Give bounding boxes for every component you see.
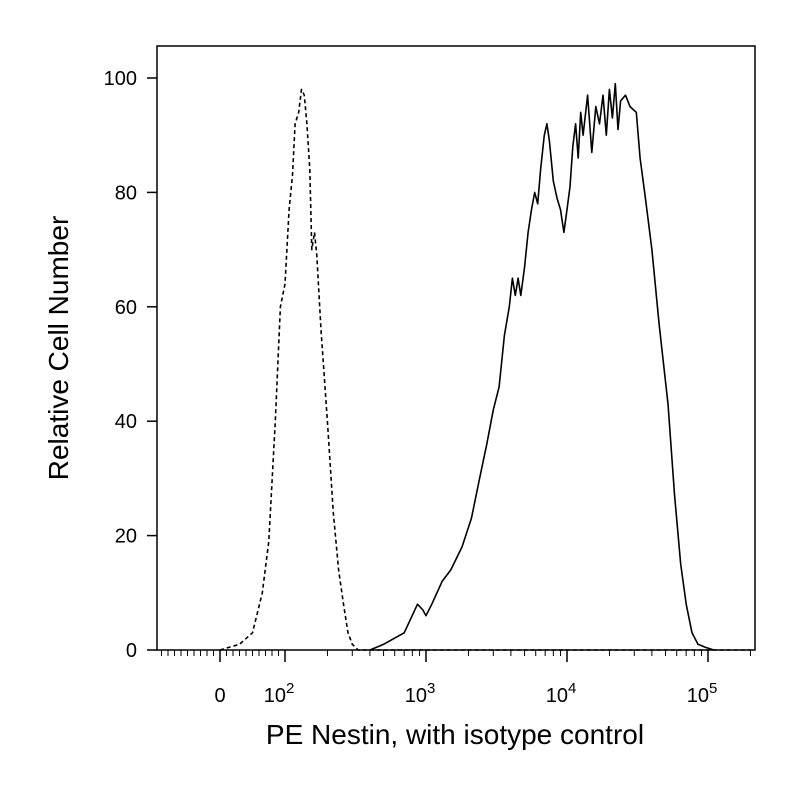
x-tick-label-exponent: 4 <box>568 680 576 697</box>
y-tick-label: 100 <box>104 68 137 90</box>
x-tick-label-base: 0 <box>214 685 225 707</box>
y-tick-label: 80 <box>115 182 137 204</box>
y-tick-label: 0 <box>126 640 137 662</box>
x-axis: 0 102 103 104 105 <box>161 650 751 707</box>
x-tick-label: 102 <box>264 680 295 707</box>
x-tick-label: 103 <box>405 680 436 707</box>
y-tick-label: 40 <box>115 411 137 433</box>
x-tick-label: 104 <box>546 680 577 707</box>
y-axis: 0 20 40 60 80 100 <box>104 68 157 662</box>
y-tick-label: 60 <box>115 297 137 319</box>
series-layer <box>219 82 751 651</box>
pe-nestin-histogram <box>369 82 715 651</box>
x-tick-label: 105 <box>687 680 718 707</box>
isotype-control-histogram <box>219 88 751 651</box>
x-tick-label-exponent: 2 <box>286 680 294 697</box>
x-tick-label: 0 <box>214 685 225 707</box>
x-tick-label-exponent: 5 <box>709 680 717 697</box>
y-tick-label: 20 <box>115 526 137 548</box>
x-tick-label-base: 10 <box>546 685 568 707</box>
x-tick-label-base: 10 <box>405 685 427 707</box>
y-axis-title: Relative Cell Number <box>43 216 74 481</box>
x-tick-label-exponent: 3 <box>427 680 435 697</box>
x-tick-label-base: 10 <box>687 685 709 707</box>
x-tick-label-base: 10 <box>264 685 286 707</box>
x-axis-title: PE Nestin, with isotype control <box>266 719 644 750</box>
